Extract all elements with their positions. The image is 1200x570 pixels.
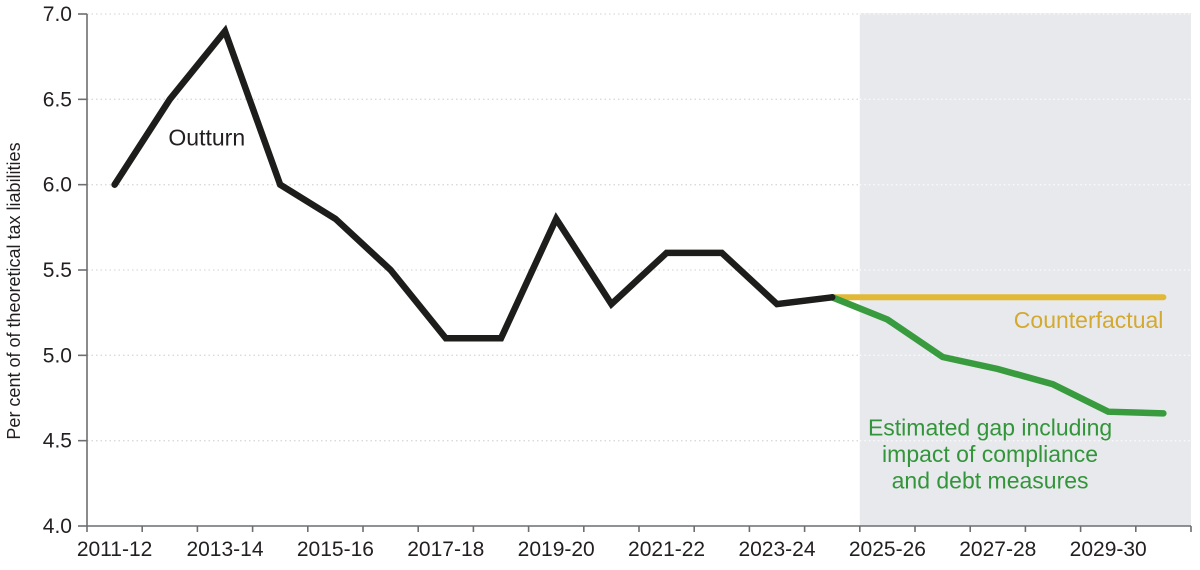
x-tick-label: 2029-30 — [1070, 538, 1147, 561]
outturn-label: Outturn — [168, 124, 245, 150]
counterfactual-label: Counterfactual — [1014, 307, 1164, 333]
x-tick-label: 2027-28 — [959, 538, 1036, 561]
y-axis-title: Per cent of of theoretical tax liabiliti… — [4, 142, 24, 439]
gap-label-line-2: impact of compliance — [882, 441, 1098, 467]
outturn-line — [111, 24, 836, 342]
y-tick-label: 6.0 — [43, 174, 72, 197]
x-tick-label: 2021-22 — [628, 538, 705, 561]
x-tick-label: 2017-18 — [407, 538, 484, 561]
x-tick-label: 2011-12 — [77, 538, 153, 561]
gap-label-line-1: Estimated gap including — [868, 415, 1112, 441]
x-tick-label: 2013-14 — [186, 538, 263, 561]
x-tick-label: 2025-26 — [849, 538, 926, 561]
y-tick-label: 7.0 — [43, 3, 72, 26]
y-tick-label: 5.0 — [43, 344, 72, 367]
x-tick-label: 2015-16 — [297, 538, 374, 561]
y-tick-label: 6.5 — [43, 88, 72, 111]
estimated-gap-line — [828, 294, 1167, 417]
y-tick-label: 4.0 — [43, 515, 72, 538]
x-tick-label: 2019-20 — [518, 538, 595, 561]
gap-label-line-3: and debt measures — [892, 467, 1089, 493]
y-tick-label: 4.5 — [43, 430, 72, 453]
x-tick-label: 2023-24 — [738, 538, 815, 561]
y-tick-label: 5.5 — [43, 259, 72, 282]
